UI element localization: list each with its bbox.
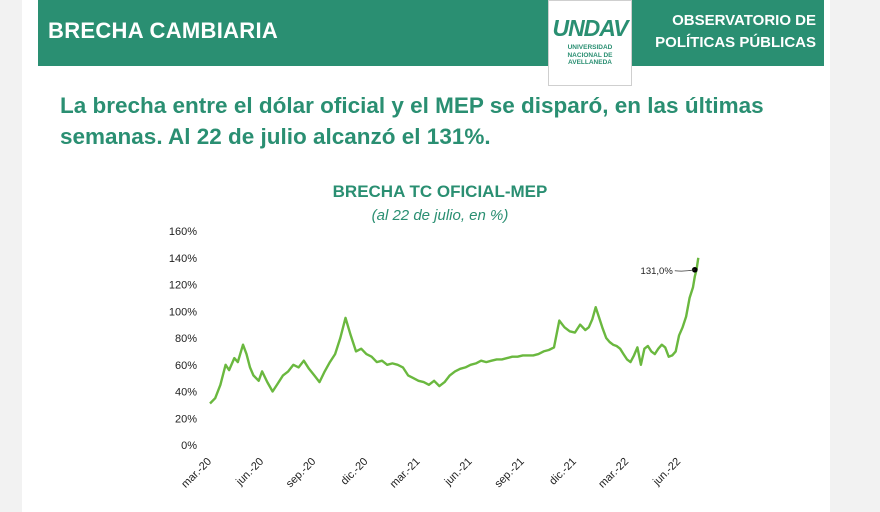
- y-tick-label: 120%: [169, 280, 197, 292]
- x-tick-label: mar.-21: [388, 456, 423, 491]
- x-tick-label: jun.-22: [650, 456, 683, 489]
- logo-line-3: AVELLANEDA: [568, 59, 612, 66]
- observatory-line-1: OBSERVATORIO DE: [672, 12, 816, 29]
- y-tick-label: 80%: [175, 333, 197, 345]
- observatory-label: OBSERVATORIO DE POLÍTICAS PÚBLICAS: [655, 10, 816, 54]
- y-tick-label: 20%: [175, 413, 197, 425]
- logo-line-1: UNIVERSIDAD: [567, 44, 613, 51]
- header-title: BRECHA CAMBIARIA: [48, 18, 279, 43]
- header-banner: BRECHA CAMBIARIA UNDAV UNIVERSIDAD NACIO…: [38, 0, 824, 86]
- annotation-leader: [674, 269, 695, 272]
- x-tick-label: mar.-22: [596, 456, 631, 491]
- chart-subtitle: (al 22 de julio, en %): [371, 207, 509, 224]
- x-tick-label: dic.-20: [339, 456, 371, 488]
- x-tick-label: sep.-20: [284, 456, 318, 490]
- x-tick-label: mar.-20: [179, 456, 214, 491]
- observatory-line-2: POLÍTICAS PÚBLICAS: [655, 34, 816, 51]
- logo-subtitle: UNIVERSIDAD NACIONAL DE AVELLANEDA: [549, 44, 631, 67]
- y-tick-label: 0%: [181, 440, 197, 452]
- x-tick-label: sep.-21: [492, 456, 526, 490]
- chart-title: BRECHA TC OFICIAL-MEP: [332, 182, 548, 201]
- y-tick-label: 40%: [175, 387, 197, 399]
- frame-right: [830, 0, 880, 512]
- undav-logo: UNDAV UNIVERSIDAD NACIONAL DE AVELLANEDA: [548, 0, 632, 86]
- x-tick-label: jun.-21: [442, 456, 475, 489]
- annotation-label: 131,0%: [641, 266, 674, 277]
- frame-left: [0, 0, 22, 512]
- y-tick-label: 60%: [175, 360, 197, 372]
- x-tick-label: jun.-20: [233, 456, 266, 489]
- headline: La brecha entre el dólar oficial y el ME…: [60, 93, 764, 149]
- logo-line-2: NACIONAL DE: [567, 51, 613, 59]
- y-tick-label: 100%: [169, 306, 197, 318]
- logo-mark: UNDAV: [552, 15, 628, 41]
- y-tick-label: 160%: [169, 226, 197, 238]
- y-tick-label: 140%: [169, 253, 197, 265]
- x-tick-label: dic.-21: [547, 456, 579, 488]
- series-line: [209, 257, 700, 405]
